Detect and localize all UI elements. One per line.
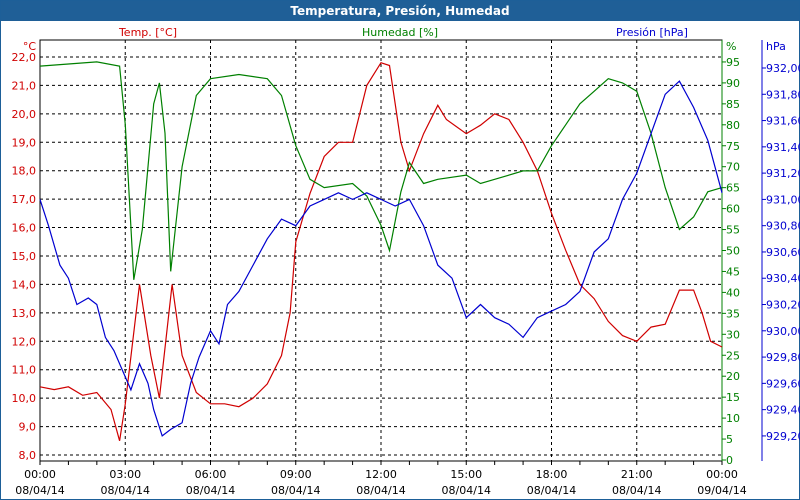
x-tick-time: 03:00 <box>109 468 141 481</box>
humidity-tick-label: 65 <box>726 182 740 195</box>
pressure-tick-label: 931,20 <box>766 167 800 180</box>
x-tick-date: 08/04/14 <box>356 484 405 497</box>
x-tick-date: 08/04/14 <box>271 484 320 497</box>
humidity-tick-label: 50 <box>726 245 740 258</box>
pressure-tick-label: 930,40 <box>766 272 800 285</box>
humidity-tick-label: 75 <box>726 140 740 153</box>
temp-tick-label: 21,0 <box>12 79 37 92</box>
humidity-tick-label: 85 <box>726 98 740 111</box>
temp-tick-label: 16,0 <box>12 222 37 235</box>
humidity-tick-label: 30 <box>726 328 740 341</box>
temp-tick-label: 19,0 <box>12 136 37 149</box>
pressure-tick-label: 930,20 <box>766 299 800 312</box>
pressure-tick-label: 931,60 <box>766 115 800 128</box>
humidity-tick-label: 55 <box>726 224 740 237</box>
temp-tick-label: 11,0 <box>12 364 37 377</box>
pressure-tick-label: 930,80 <box>766 220 800 233</box>
pressure-unit: hPa <box>766 40 786 53</box>
temp-tick-label: 13,0 <box>12 307 37 320</box>
pressure-tick-label: 932,00 <box>766 62 800 75</box>
humidity-axis-legend: Humedad [%] <box>362 26 438 39</box>
humidity-tick-label: 35 <box>726 307 740 320</box>
humidity-tick-label: 5 <box>726 433 733 446</box>
temp-tick-label: 10,0 <box>12 392 37 405</box>
x-tick-date: 08/04/14 <box>186 484 235 497</box>
x-tick-time: 09:00 <box>280 468 312 481</box>
temp-tick-label: 22,0 <box>12 51 37 64</box>
pressure-tick-label: 929,20 <box>766 430 800 443</box>
temp-tick-label: 9,0 <box>19 421 37 434</box>
humidity-unit: % <box>726 40 736 53</box>
x-tick-date: 08/04/14 <box>15 484 64 497</box>
humidity-tick-label: 80 <box>726 119 740 132</box>
x-tick-time: 12:00 <box>365 468 397 481</box>
pressure-tick-label: 929,60 <box>766 377 800 390</box>
pressure-tick-label: 930,60 <box>766 246 800 259</box>
x-tick-date: 08/04/14 <box>527 484 576 497</box>
x-tick-date: 08/04/14 <box>101 484 150 497</box>
humidity-tick-label: 90 <box>726 77 740 90</box>
pressure-tick-label: 929,40 <box>766 404 800 417</box>
pressure-series-line <box>39 80 723 437</box>
pressure-axis-legend: Presión [hPa] <box>616 26 688 39</box>
humidity-tick-label: 10 <box>726 412 740 425</box>
x-tick-time: 00:00 <box>24 468 56 481</box>
humidity-tick-label: 95 <box>726 56 740 69</box>
temp-tick-label: 8,0 <box>19 449 37 462</box>
temp-tick-label: 14,0 <box>12 278 37 291</box>
temp-tick-label: 18,0 <box>12 165 37 178</box>
temp-tick-label: 20,0 <box>12 108 37 121</box>
x-tick-time: 15:00 <box>450 468 482 481</box>
temp-series-line <box>39 61 723 441</box>
x-tick-date: 08/04/14 <box>442 484 491 497</box>
x-tick-time: 21:00 <box>621 468 653 481</box>
humidity-tick-label: 45 <box>726 265 740 278</box>
x-tick-time: 18:00 <box>536 468 568 481</box>
temp-tick-label: 12,0 <box>12 335 37 348</box>
temp-axis-legend: Temp. [°C] <box>118 26 177 39</box>
pressure-tick-label: 931,40 <box>766 141 800 154</box>
humidity-tick-label: 25 <box>726 349 740 362</box>
pressure-tick-label: 931,80 <box>766 88 800 101</box>
humidity-tick-label: 20 <box>726 370 740 383</box>
x-tick-date: 09/04/14 <box>697 484 746 497</box>
temp-tick-label: 17,0 <box>12 193 37 206</box>
humidity-tick-label: 15 <box>726 391 740 404</box>
humidity-tick-label: 0 <box>726 454 733 467</box>
humidity-tick-label: 70 <box>726 161 740 174</box>
x-tick-date: 08/04/14 <box>612 484 661 497</box>
pressure-tick-label: 930,00 <box>766 325 800 338</box>
x-tick-time: 06:00 <box>195 468 227 481</box>
humidity-tick-label: 40 <box>726 286 740 299</box>
chart-title: Temperatura, Presión, Humedad <box>1 1 799 21</box>
pressure-tick-label: 931,00 <box>766 193 800 206</box>
temp-tick-label: 15,0 <box>12 250 37 263</box>
humidity-series-line <box>39 61 723 280</box>
humidity-tick-label: 60 <box>726 203 740 216</box>
x-tick-time: 00:00 <box>706 468 738 481</box>
temp-unit: °C <box>23 40 37 53</box>
pressure-tick-label: 929,80 <box>766 351 800 364</box>
